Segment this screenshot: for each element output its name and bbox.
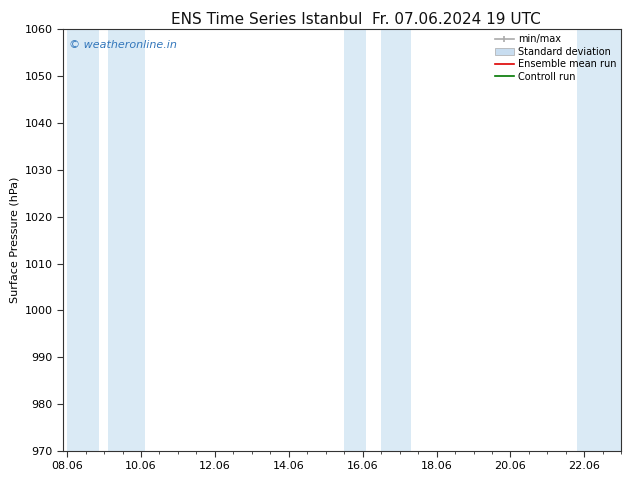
Text: ENS Time Series Istanbul: ENS Time Series Istanbul [171,12,362,27]
Text: Fr. 07.06.2024 19 UTC: Fr. 07.06.2024 19 UTC [372,12,541,27]
Bar [108,29,145,451]
Bar [577,29,621,451]
Text: © weatheronline.in: © weatheronline.in [69,40,177,50]
Legend: min/max, Standard deviation, Ensemble mean run, Controll run: min/max, Standard deviation, Ensemble me… [493,32,618,83]
Bar [67,29,98,451]
Bar [381,29,411,451]
Y-axis label: Surface Pressure (hPa): Surface Pressure (hPa) [10,177,19,303]
Bar [344,29,366,451]
